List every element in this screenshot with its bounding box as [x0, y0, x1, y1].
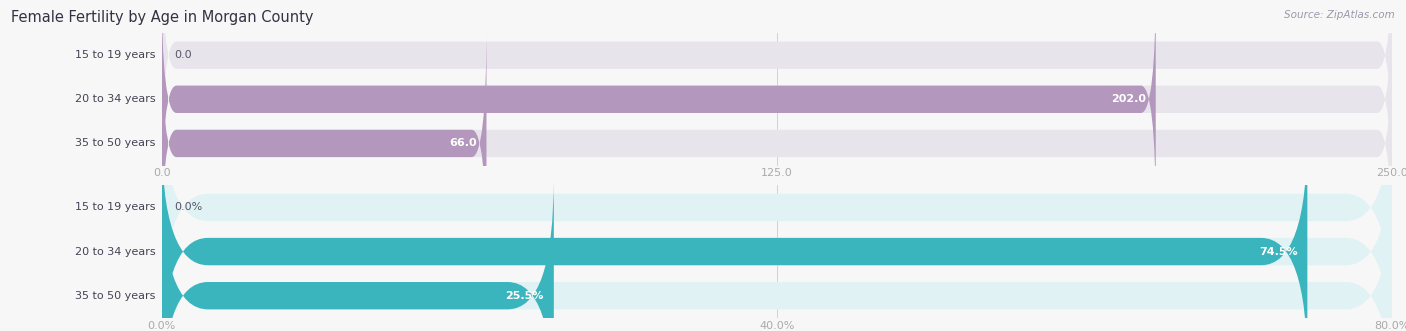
Text: 25.5%: 25.5%	[506, 291, 544, 301]
FancyBboxPatch shape	[162, 0, 1392, 174]
FancyBboxPatch shape	[162, 25, 486, 262]
FancyBboxPatch shape	[162, 133, 1308, 331]
Text: 74.5%: 74.5%	[1258, 247, 1298, 257]
Text: 20 to 34 years: 20 to 34 years	[75, 247, 156, 257]
Text: 15 to 19 years: 15 to 19 years	[75, 50, 156, 60]
Text: Source: ZipAtlas.com: Source: ZipAtlas.com	[1284, 10, 1395, 20]
Text: 0.0: 0.0	[174, 50, 191, 60]
FancyBboxPatch shape	[162, 89, 1392, 326]
Text: 66.0: 66.0	[449, 138, 477, 148]
Text: 20 to 34 years: 20 to 34 years	[75, 94, 156, 104]
FancyBboxPatch shape	[162, 25, 1392, 262]
Text: 0.0%: 0.0%	[174, 203, 202, 213]
Text: 15 to 19 years: 15 to 19 years	[75, 203, 156, 213]
FancyBboxPatch shape	[162, 0, 1156, 218]
Text: 35 to 50 years: 35 to 50 years	[75, 138, 156, 148]
Text: 202.0: 202.0	[1111, 94, 1146, 104]
Text: 35 to 50 years: 35 to 50 years	[75, 291, 156, 301]
FancyBboxPatch shape	[162, 177, 554, 331]
FancyBboxPatch shape	[162, 0, 1392, 218]
Text: Female Fertility by Age in Morgan County: Female Fertility by Age in Morgan County	[11, 10, 314, 25]
FancyBboxPatch shape	[162, 177, 1392, 331]
FancyBboxPatch shape	[162, 133, 1392, 331]
